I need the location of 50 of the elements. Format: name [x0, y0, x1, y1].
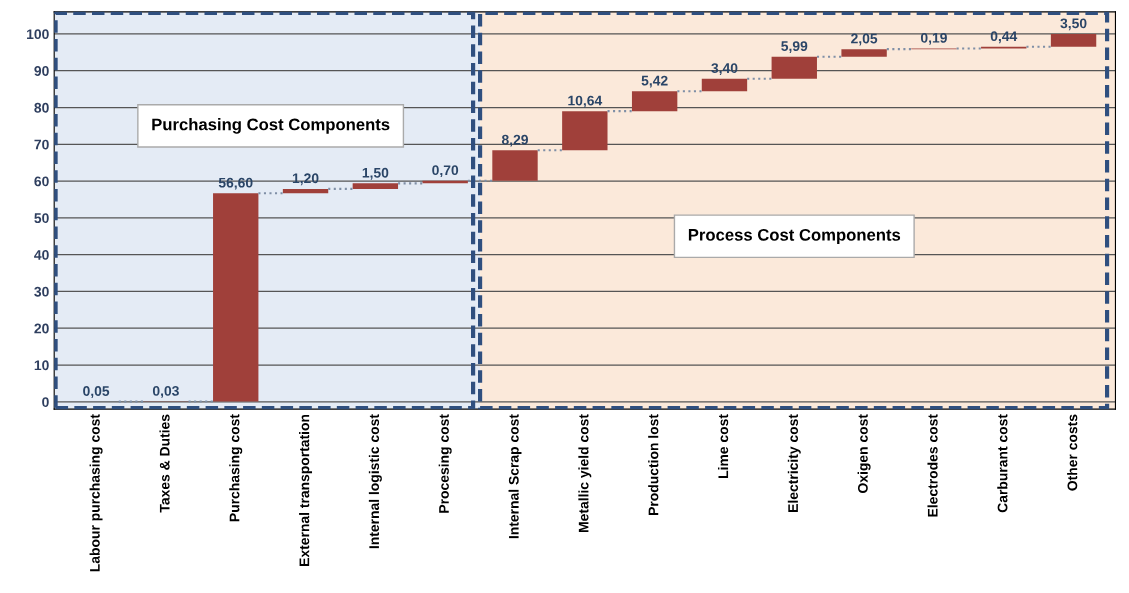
- data-label: 5,42: [641, 75, 668, 88]
- band-label: Purchasing Cost Components: [152, 118, 390, 134]
- y-tick-label: 70: [34, 139, 49, 150]
- y-tick-label: 20: [34, 323, 49, 334]
- x-tick-label: Labour purchasing cost: [89, 414, 103, 572]
- y-tick-label: 0: [42, 397, 49, 407]
- bar: [492, 150, 538, 181]
- bar: [562, 111, 608, 151]
- y-tick-label: 10: [34, 360, 49, 371]
- data-label: 0,03: [152, 385, 179, 398]
- bar: [701, 78, 748, 92]
- y-tick-label: 50: [34, 213, 49, 224]
- x-tick-label: Carburant cost: [997, 414, 1008, 513]
- y-tick-label: 30: [34, 286, 49, 297]
- y-tick-label: 90: [34, 66, 49, 76]
- data-label: 10,64: [568, 95, 603, 108]
- data-label: 1,50: [362, 167, 389, 180]
- x-tick-label: External transportation: [299, 414, 313, 566]
- x-tick-label: Internal Scrap cost: [508, 414, 522, 539]
- bar: [771, 56, 817, 79]
- bar: [841, 49, 887, 57]
- x-tick-label: Oxigen cost: [857, 414, 871, 493]
- data-label: 3,50: [1060, 18, 1087, 31]
- y-tick-label: 60: [34, 176, 49, 187]
- y-tick-label: 100: [27, 29, 49, 40]
- bar: [631, 91, 678, 112]
- x-tick-label: Purchasing cost: [229, 414, 243, 522]
- bar: [213, 193, 259, 402]
- data-label: 2,05: [851, 33, 878, 46]
- bar: [1050, 33, 1097, 47]
- x-tick-label: Electrodes cost: [927, 414, 938, 517]
- y-tick-label: 80: [34, 102, 49, 113]
- x-tick-label: Electricity cost: [787, 414, 801, 512]
- data-label: 5,99: [781, 41, 808, 53]
- bar: [282, 188, 329, 194]
- x-tick-label: Taxes & Duties: [159, 414, 170, 513]
- data-label: 0,19: [920, 32, 947, 45]
- x-tick-label: Lime cost: [717, 414, 729, 478]
- data-label: 0,70: [432, 165, 459, 178]
- data-label: 8,29: [501, 134, 528, 147]
- bar: [352, 183, 399, 189]
- x-tick-label: Production lost: [648, 414, 659, 515]
- x-tick-label: Metallic yield cost: [578, 414, 592, 532]
- data-label: 0,05: [83, 386, 110, 398]
- data-label: 0,44: [990, 31, 1018, 44]
- band-label: Process Cost Components: [688, 228, 901, 245]
- y-tick-label: 40: [34, 249, 49, 260]
- x-tick-label: Procesing cost: [438, 414, 452, 513]
- x-tick-label: Other costs: [1067, 414, 1078, 491]
- x-tick-label: Internal logistic cost: [368, 414, 382, 549]
